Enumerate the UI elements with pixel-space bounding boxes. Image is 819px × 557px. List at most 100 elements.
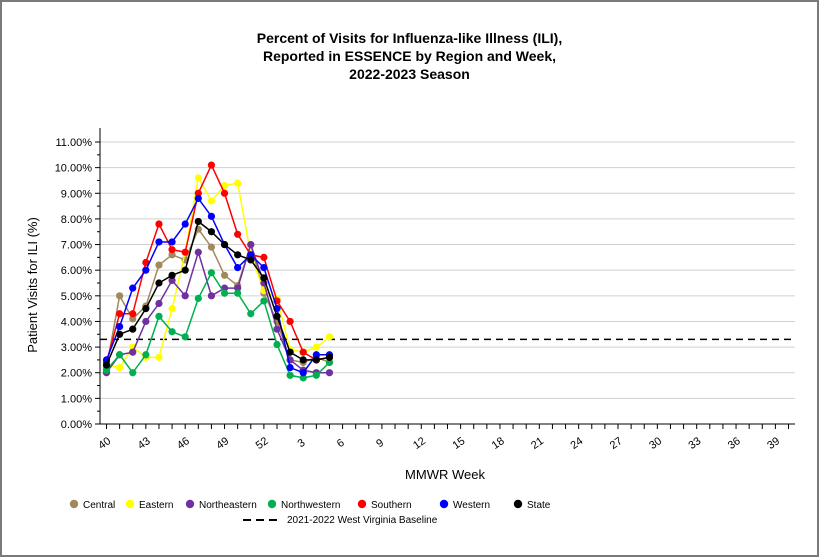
legend-marker-southern (357, 499, 367, 509)
data-point-western (194, 194, 202, 202)
chart-title-line-2: Reported in ESSENCE by Region and Week, (262, 48, 556, 64)
x-tick-label: 9 (374, 437, 386, 450)
y-tick-label: 4.00% (61, 316, 92, 328)
data-point-northwestern (116, 351, 124, 359)
data-point-northwestern (247, 310, 255, 318)
data-point-northwestern (207, 269, 216, 277)
data-point-eastern (155, 353, 163, 361)
legend-label-western: Western (453, 500, 490, 511)
x-tick-label: 33 (687, 435, 704, 452)
y-tick-label: 5.00% (61, 291, 92, 303)
data-point-eastern (220, 181, 229, 190)
x-tick-label: 24 (568, 435, 585, 452)
data-point-southern (181, 248, 189, 256)
data-point-eastern (207, 197, 216, 205)
data-point-western (312, 351, 320, 359)
data-point-western (168, 238, 176, 246)
data-point-western (129, 284, 137, 292)
x-tick-label: 40 (96, 435, 113, 452)
y-tick-label: 6.00% (61, 265, 92, 277)
data-point-northwestern (260, 297, 268, 305)
data-point-state (220, 240, 229, 249)
data-point-western (260, 264, 268, 272)
data-point-southern (234, 230, 242, 238)
data-point-state (286, 348, 294, 356)
y-tick-label: 3.00% (61, 342, 92, 354)
data-point-eastern (312, 343, 320, 351)
x-tick-label: 49 (214, 435, 231, 452)
y-axis-label: Patient Visits for ILI (%) (25, 217, 40, 353)
legend-marker-western (439, 499, 449, 509)
x-tick-label: 21 (529, 435, 546, 452)
data-point-northwestern (220, 289, 229, 297)
data-point-northeastern (234, 284, 242, 292)
data-point-eastern (194, 174, 202, 182)
data-point-state (102, 361, 111, 369)
data-point-western (142, 266, 150, 274)
data-point-central (207, 243, 216, 251)
legend-label-northwestern: Northwestern (281, 500, 340, 511)
data-point-southern (155, 220, 163, 228)
x-tick-label: 3 (296, 437, 308, 450)
legend-marker-eastern (125, 499, 135, 509)
x-tick-label: 27 (608, 435, 625, 452)
data-point-northeastern (181, 292, 189, 300)
legend-label-baseline: 2021-2022 West Virginia Baseline (287, 515, 438, 526)
x-tick-label: 6 (335, 437, 347, 450)
data-point-western (116, 322, 124, 331)
chart-title-line-3: 2022-2023 Season (349, 66, 470, 82)
legend-label-central: Central (83, 500, 115, 511)
x-tick-label: 18 (490, 435, 507, 452)
data-point-northeastern (142, 317, 150, 326)
data-point-southern (207, 161, 216, 169)
data-point-state (325, 353, 334, 361)
data-point-northeastern (129, 348, 137, 356)
legend-marker-state (513, 499, 523, 509)
data-point-state (116, 330, 124, 338)
x-tick-label: 39 (765, 435, 782, 452)
data-point-southern (260, 253, 268, 261)
data-point-northwestern (181, 333, 189, 341)
y-tick-label: 2.00% (61, 368, 92, 380)
x-axis-label: MMWR Week (405, 467, 485, 482)
y-tick-label: 1.00% (61, 393, 92, 405)
data-point-state (129, 325, 137, 333)
data-point-southern (116, 310, 124, 318)
y-tick-label: 0.00% (61, 419, 92, 431)
data-point-southern (194, 189, 202, 197)
data-point-state (260, 274, 268, 282)
series-line-southern (105, 163, 330, 363)
data-point-central (116, 292, 124, 300)
data-point-western (155, 238, 163, 246)
data-point-state (168, 271, 176, 279)
data-point-western (181, 220, 189, 228)
data-point-southern (142, 258, 150, 267)
data-point-southern (299, 348, 307, 356)
data-point-northwestern (325, 358, 334, 367)
data-point-central (155, 261, 163, 269)
data-point-northwestern (142, 351, 150, 359)
x-tick-label: 15 (450, 435, 467, 452)
data-point-southern (286, 317, 294, 326)
data-point-northeastern (247, 240, 255, 249)
data-point-state (312, 356, 320, 364)
data-point-northwestern (194, 294, 202, 302)
data-point-central (168, 251, 176, 259)
data-point-western (299, 369, 307, 377)
data-point-northeastern (273, 325, 281, 333)
data-point-state (155, 279, 163, 287)
data-point-southern (168, 246, 176, 254)
data-point-southern (220, 189, 229, 197)
chart-title-line-1: Percent of Visits for Influenza-like Ill… (256, 30, 563, 46)
data-point-state (194, 217, 202, 226)
data-point-northeastern (207, 292, 216, 300)
x-tick-label: 12 (411, 435, 428, 452)
data-point-northwestern (312, 371, 320, 379)
data-point-northwestern (129, 369, 137, 377)
data-point-northwestern (168, 328, 176, 336)
data-point-northwestern (155, 312, 163, 320)
y-tick-label: 10.00% (55, 163, 93, 175)
legend-label-southern: Southern (371, 500, 412, 511)
